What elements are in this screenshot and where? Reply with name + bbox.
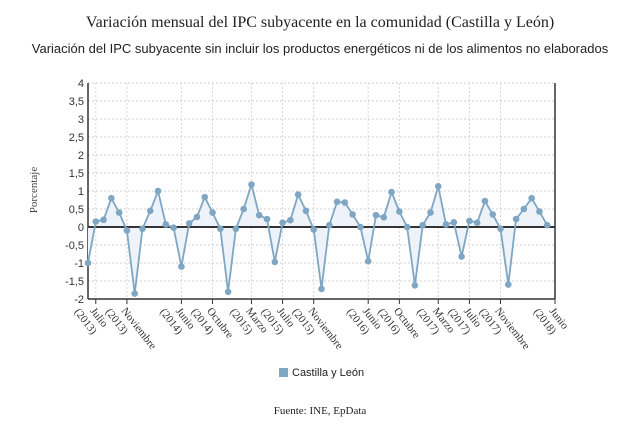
plot-area	[84, 181, 555, 297]
chart-subtitle: Variación del IPC subyacente sin incluir…	[32, 41, 609, 56]
data-point	[255, 211, 263, 219]
data-point	[372, 211, 380, 219]
data-point	[217, 225, 224, 233]
x-tick-label: Noviembre(2013)	[103, 298, 159, 360]
data-point	[419, 221, 426, 229]
data-point	[100, 216, 107, 224]
data-point	[505, 281, 512, 288]
data-point	[349, 211, 356, 218]
data-point	[450, 219, 458, 226]
data-point	[325, 221, 333, 229]
legend-label: Castilla y León	[292, 367, 364, 379]
legend-swatch	[279, 368, 288, 377]
data-point	[178, 263, 185, 270]
source-footer: Fuente: INE, EpData	[274, 405, 367, 417]
data-point	[543, 221, 551, 229]
data-point	[232, 225, 240, 233]
data-point	[364, 257, 372, 265]
data-point	[287, 216, 294, 224]
data-point	[115, 209, 123, 216]
data-point	[154, 187, 162, 195]
data-point	[263, 215, 271, 223]
x-tick-label: Junio(2016)	[344, 298, 384, 340]
chart-title: Variación mensual del IPC subyacente en …	[86, 14, 554, 31]
data-point	[497, 225, 504, 233]
data-point	[131, 290, 138, 297]
y-tick-label: 4	[78, 78, 84, 90]
data-point	[427, 209, 434, 216]
data-point	[294, 191, 302, 198]
data-point	[341, 199, 349, 206]
data-point	[458, 253, 465, 260]
data-point	[442, 221, 450, 228]
y-axis: 4 3,5 3 2,5 2 1,5 1 0,5 0 -0,5 -1 -1,5 -2	[65, 78, 556, 306]
data-point	[201, 193, 209, 201]
y-tick-label: -1,5	[65, 276, 84, 288]
data-point	[139, 225, 146, 233]
data-point	[536, 208, 543, 215]
data-point	[388, 188, 395, 196]
data-point	[193, 213, 201, 221]
data-point	[146, 207, 154, 215]
x-tick-label: Noviembre(2017)	[476, 298, 532, 360]
data-point	[209, 209, 216, 216]
series-area	[88, 184, 548, 294]
data-point	[240, 205, 247, 213]
y-axis-label: Porcentaje	[28, 167, 40, 214]
x-tick-label: Junio(2014)	[157, 298, 197, 340]
data-point	[108, 194, 115, 202]
data-point	[185, 220, 193, 227]
data-point	[333, 198, 341, 206]
data-point	[170, 224, 177, 232]
data-point	[302, 207, 310, 215]
y-tick-label: -0,5	[65, 240, 84, 252]
data-point	[123, 227, 131, 234]
data-point	[224, 288, 232, 296]
data-point	[271, 258, 279, 266]
data-point	[434, 183, 442, 190]
data-point	[520, 205, 528, 213]
y-tick-label: 0	[78, 222, 84, 234]
data-point	[380, 213, 388, 221]
data-point	[310, 226, 318, 233]
data-point	[411, 282, 419, 289]
x-tick-label: Marzo(2017)	[414, 298, 457, 344]
y-tick-label: 2	[78, 150, 84, 162]
x-axis: Julio(2013) Noviembre(2013) Junio(2014) Oct…	[72, 298, 571, 360]
data-point	[84, 259, 92, 267]
y-tick-label: 1	[78, 186, 84, 198]
x-tick-label: Noviembre(2015)	[290, 298, 346, 360]
data-point	[528, 194, 535, 202]
data-point	[162, 221, 170, 228]
data-point	[357, 223, 364, 231]
y-tick-label: -2	[74, 294, 84, 306]
y-tick-label: 0,5	[69, 204, 84, 216]
data-point	[279, 219, 286, 226]
x-tick-label: Marzo(2015)	[227, 298, 270, 344]
data-point	[92, 218, 100, 225]
y-tick-label: 3	[78, 114, 84, 126]
data-point	[403, 223, 411, 231]
data-point	[248, 181, 255, 188]
data-point	[489, 211, 497, 218]
y-tick-label: -1	[74, 258, 84, 270]
data-point	[318, 285, 325, 293]
data-point	[481, 197, 489, 205]
x-tick-label: Junio(2018)	[531, 298, 571, 340]
data-point	[466, 217, 473, 225]
legend[interactable]: Castilla y León	[279, 367, 364, 379]
data-point	[396, 208, 403, 215]
data-point	[512, 215, 520, 223]
data-point	[473, 219, 481, 226]
y-tick-label: 1,5	[69, 168, 84, 180]
y-tick-label: 3,5	[69, 96, 84, 108]
y-tick-label: 2,5	[69, 132, 84, 144]
